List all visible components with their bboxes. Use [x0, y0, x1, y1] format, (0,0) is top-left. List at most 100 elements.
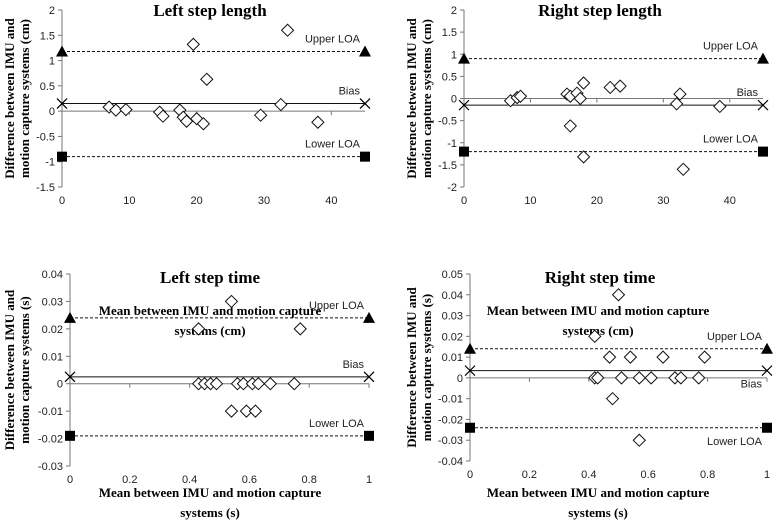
upper-loa-label: Upper LOA	[707, 331, 763, 343]
x-tick-label: 0.4	[581, 469, 596, 481]
y-tick-label: -0.04	[438, 456, 463, 468]
data-point	[713, 99, 727, 114]
y-tick-label: 0.01	[42, 351, 63, 363]
data-point	[251, 377, 266, 391]
bias-marker	[464, 365, 476, 377]
x-tick-label: 0	[461, 195, 467, 207]
y-tick-label: 0.02	[442, 331, 463, 343]
lower-loa-marker	[762, 422, 772, 433]
lower-loa-label: Lower LOA	[707, 436, 763, 448]
bias-marker	[761, 365, 773, 377]
y-axis-label-line1: Difference between IMU and	[2, 289, 17, 450]
x-axis-label-line2: systems (cm)	[174, 323, 245, 338]
x-axis-label-line1: Mean between IMU and motion capture	[99, 303, 322, 318]
y-tick-label: 0.5	[40, 81, 55, 93]
upper-loa-marker	[464, 342, 476, 354]
y-tick-label: 0.02	[42, 324, 63, 336]
data-point	[109, 103, 123, 117]
data-point	[224, 404, 239, 418]
x-tick-label: 1	[764, 469, 770, 481]
bias-label: Bias	[343, 359, 365, 371]
data-point	[691, 371, 706, 385]
data-point	[224, 294, 239, 309]
x-tick-label: 0	[59, 195, 65, 207]
y-tick-label: -1	[45, 157, 55, 169]
x-tick-label: 10	[123, 195, 135, 207]
bias-marker-stroke	[757, 99, 769, 111]
bias-marker-stroke	[359, 98, 371, 109]
data-point	[632, 371, 646, 385]
y-tick-label: 0.03	[442, 311, 463, 323]
y-tick-label: 0.05	[442, 269, 463, 281]
lower-loa-marker	[65, 430, 75, 441]
x-axis-label-line1: Mean between IMU and motion capture	[487, 303, 710, 318]
y-axis-label-line2: motion capture systems (s)	[419, 294, 434, 441]
x-tick-label: 0	[67, 474, 73, 486]
x-axis-label-line2: systems (s)	[568, 505, 628, 520]
lower-loa-label: Lower LOA	[703, 134, 759, 146]
data-point	[563, 119, 578, 133]
bias-marker	[64, 371, 76, 383]
data-point	[191, 322, 206, 336]
y-tick-label: -0.03	[38, 461, 63, 473]
x-tick-label: 40	[724, 195, 736, 207]
y-tick-label: 0.01	[442, 352, 463, 364]
data-point	[591, 371, 605, 385]
data-point	[311, 115, 325, 129]
x-tick-label: 0	[467, 469, 473, 481]
lower-loa-marker	[758, 146, 768, 157]
x-tick-label: 0.8	[700, 469, 715, 481]
data-point	[576, 76, 591, 90]
panel-3: -0.03 -0.02 -0.01 0 0.01 0.02 0.03 0.04 0 0.2 0.4 0…	[2, 268, 375, 520]
chart-title: Right step time	[545, 268, 656, 287]
bias-marker	[359, 98, 371, 109]
data-point	[513, 89, 528, 103]
y-tick-label: -0.5	[36, 131, 55, 143]
data-point	[656, 350, 670, 364]
y-tick-label: -1.5	[36, 182, 55, 194]
data-point	[196, 117, 211, 131]
x-tick-label: 0.2	[522, 469, 537, 481]
data-point	[274, 97, 288, 112]
bias-marker	[56, 98, 68, 109]
data-point	[644, 371, 658, 385]
data-point	[676, 162, 690, 177]
y-axis-label-line2: motion capture systems (cm)	[17, 19, 32, 178]
data-point	[209, 377, 224, 391]
y-tick-label: 0.04	[42, 269, 63, 281]
data-point	[239, 404, 254, 418]
x-tick-label: 20	[191, 195, 203, 207]
x-tick-label: 0.6	[242, 474, 257, 486]
x-tick-label: 30	[657, 195, 669, 207]
y-axis-label-line2: motion capture systems (s)	[17, 296, 32, 443]
data-point	[603, 80, 617, 95]
y-tick-label: 0.5	[442, 71, 457, 83]
y-tick-label: -1.5	[438, 160, 457, 172]
y-tick-label: 2	[49, 5, 55, 17]
x-tick-label: 10	[524, 195, 536, 207]
data-point	[287, 377, 301, 391]
y-tick-label: -0.02	[438, 414, 463, 426]
y-axis-label-line1: Difference between IMU and	[404, 18, 419, 179]
data-point	[674, 371, 688, 385]
lower-loa-label: Lower LOA	[305, 139, 361, 151]
y-tick-label: 0	[49, 106, 55, 118]
data-point	[602, 350, 617, 364]
x-tick-label: 0.4	[182, 474, 197, 486]
y-tick-label: 0	[451, 94, 457, 106]
data-point	[623, 350, 638, 364]
y-tick-label: -2	[447, 182, 457, 194]
y-tick-label: 1.5	[442, 27, 457, 39]
x-tick-label: 0.8	[302, 474, 317, 486]
data-point	[673, 87, 687, 101]
bias-marker-stroke	[458, 99, 470, 111]
upper-loa-marker	[64, 311, 76, 323]
data-point	[263, 377, 278, 391]
upper-loa-marker	[359, 45, 371, 57]
upper-loa-label: Upper LOA	[305, 33, 361, 45]
data-point	[669, 97, 684, 111]
x-axis-label-line2: systems (cm)	[562, 323, 633, 338]
bias-marker-stroke	[56, 98, 68, 109]
